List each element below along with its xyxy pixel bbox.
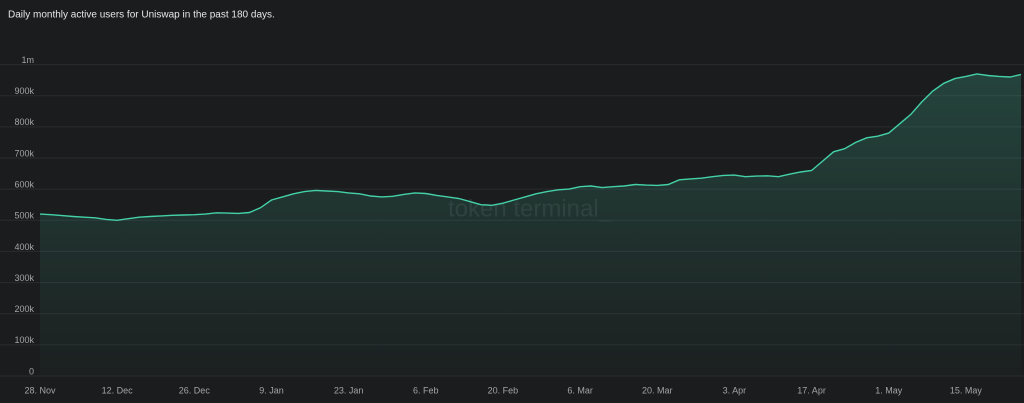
x-tick-label: 6. Mar [567, 385, 593, 395]
x-tick-label: 20. Feb [488, 385, 519, 395]
y-tick-label: 700k [14, 148, 34, 158]
x-tick-label: 3. Apr [723, 385, 747, 395]
y-tick-label: 600k [14, 180, 34, 190]
chart-title: Daily monthly active users for Uniswap i… [8, 10, 275, 21]
x-tick-label: 15. May [950, 385, 983, 395]
y-tick-label: 0 [29, 366, 34, 376]
x-tick-label: 23. Jan [334, 385, 364, 395]
y-tick-label: 400k [14, 242, 34, 252]
y-tick-label: 1m [21, 55, 34, 65]
area-fill [40, 73, 1021, 377]
x-tick-label: 6. Feb [413, 385, 439, 395]
y-tick-label: 900k [14, 86, 34, 96]
x-tick-label: 20. Mar [642, 385, 673, 395]
y-tick-label: 500k [14, 211, 34, 221]
y-tick-label: 800k [14, 117, 34, 127]
x-tick-label: 12. Dec [102, 385, 134, 395]
x-tick-label: 26. Dec [179, 385, 211, 395]
x-tick-label: 17. Apr [797, 385, 826, 395]
x-tick-label: 9. Jan [259, 385, 284, 395]
line [39, 73, 1022, 222]
x-tick-label: 28. Nov [24, 385, 56, 395]
y-tick-label: 300k [14, 273, 34, 283]
y-tick-label: 200k [14, 304, 34, 314]
y-tick-label: 100k [14, 335, 34, 345]
x-tick-label: 1. May [875, 385, 903, 395]
